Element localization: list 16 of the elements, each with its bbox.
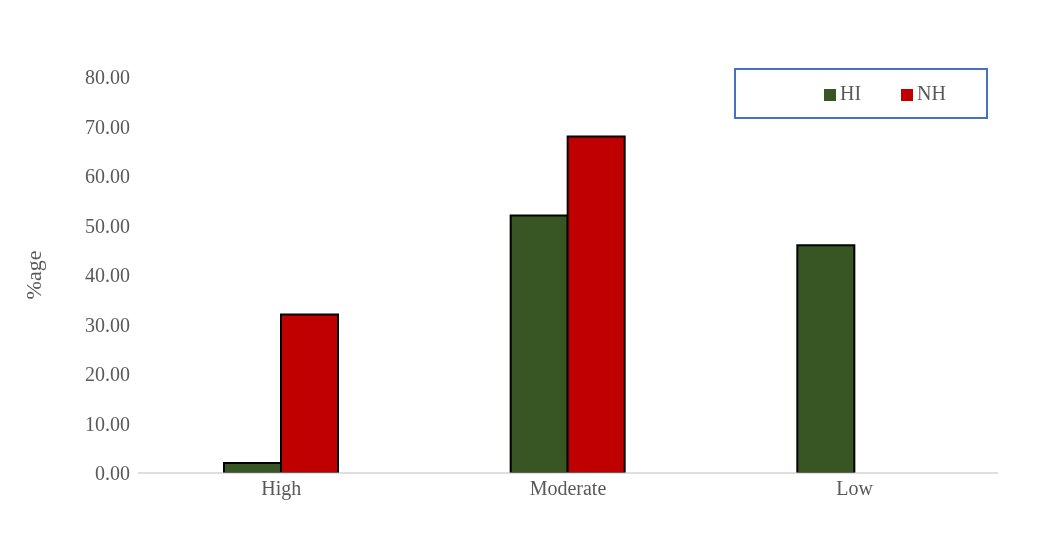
y-tick-label: 70.00	[85, 115, 130, 138]
y-tick-label: 10.00	[85, 412, 130, 435]
legend-label: NH	[917, 82, 946, 104]
y-tick-label: 20.00	[85, 363, 130, 386]
y-tick-label: 50.00	[85, 214, 130, 237]
x-tick-label: Low	[836, 477, 874, 500]
bar	[796, 244, 856, 473]
y-tick-label: 40.00	[85, 264, 130, 287]
y-tick-label: 60.00	[85, 165, 130, 188]
y-axis-title: %age	[20, 250, 46, 300]
y-tick-label: 30.00	[85, 313, 130, 336]
x-tick-label: Moderate	[529, 477, 607, 500]
y-tick-label: 80.00	[85, 66, 130, 89]
legend-label: HI	[840, 82, 862, 104]
y-tick-label: 0.00	[95, 462, 130, 485]
x-tick-label: High	[261, 477, 302, 501]
